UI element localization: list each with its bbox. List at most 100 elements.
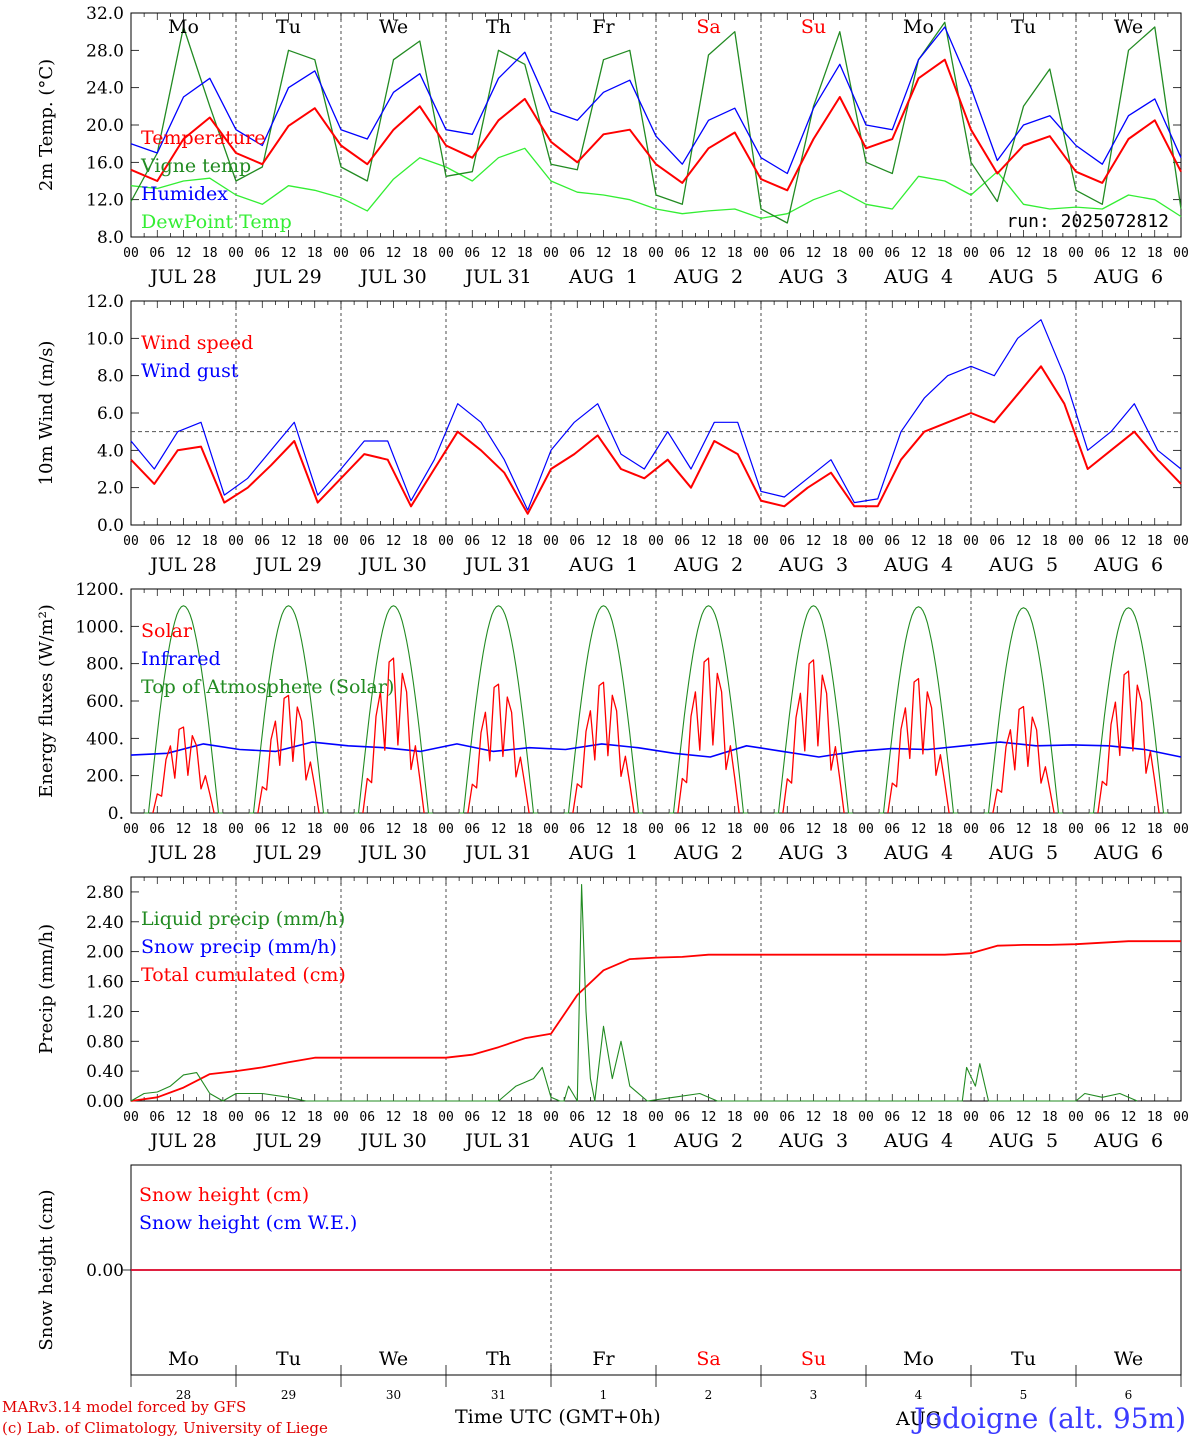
hour-tick-label: 06 bbox=[1094, 534, 1110, 549]
hour-tick-label: 12 bbox=[701, 534, 717, 549]
date-label: JUL 30 bbox=[358, 842, 426, 864]
date-label: AUG 4 bbox=[883, 554, 953, 576]
hour-tick-label: 06 bbox=[254, 822, 270, 837]
hour-tick-label: 12 bbox=[281, 822, 297, 837]
hour-tick-label: 18 bbox=[727, 1110, 743, 1125]
hour-tick-label: 00 bbox=[228, 1110, 244, 1125]
y-tick-label: 200. bbox=[86, 767, 124, 787]
y-tick-label: 24.0 bbox=[86, 79, 124, 99]
solar-line bbox=[1097, 670, 1160, 814]
day-number-label: 29 bbox=[281, 1388, 296, 1402]
hour-tick-label: 18 bbox=[517, 822, 533, 837]
legend-precip-1: Snow precip (mm/h) bbox=[141, 936, 337, 958]
y-tick-label: 28.0 bbox=[86, 41, 124, 61]
x-axis-title: Time UTC (GMT+0h) bbox=[455, 1406, 661, 1428]
hour-tick-label: 06 bbox=[674, 822, 690, 837]
legend-wind-1: Wind gust bbox=[141, 360, 239, 382]
legend-temp-1: Vigne temp bbox=[140, 155, 251, 177]
hour-tick-label: 06 bbox=[149, 822, 165, 837]
hour-tick-label: 18 bbox=[517, 1110, 533, 1125]
hour-tick-label: 06 bbox=[1094, 246, 1110, 261]
hour-tick-label: 00 bbox=[333, 246, 349, 261]
day-number-label: 2 bbox=[705, 1388, 713, 1402]
legend-flux-1: Infrared bbox=[141, 648, 221, 670]
y-tick-label: 20.0 bbox=[86, 116, 124, 136]
hour-tick-label: 12 bbox=[491, 534, 507, 549]
hour-tick-label: 00 bbox=[438, 246, 454, 261]
date-label: JUL 28 bbox=[148, 266, 216, 288]
hour-tick-label: 12 bbox=[1016, 534, 1032, 549]
hour-tick-label: 12 bbox=[701, 1110, 717, 1125]
legend-precip-2: Total cumulated (cm) bbox=[141, 964, 346, 986]
hour-tick-label: 18 bbox=[1042, 534, 1058, 549]
y-tick-label: 400. bbox=[86, 729, 124, 749]
series-line-wind-speed bbox=[130, 365, 1182, 515]
hour-tick-label: 00 bbox=[753, 534, 769, 549]
weekday-label: Sa bbox=[696, 16, 720, 38]
date-label: JUL 29 bbox=[253, 554, 321, 576]
hour-tick-label: 18 bbox=[622, 246, 638, 261]
solar-line bbox=[467, 683, 530, 814]
toa-solar-arc bbox=[774, 605, 853, 814]
y-tick-label: 800. bbox=[86, 655, 124, 675]
solar-line bbox=[677, 657, 740, 814]
series-line-humidex bbox=[130, 26, 1182, 175]
hour-tick-label: 00 bbox=[333, 822, 349, 837]
y-tick-label: 0.40 bbox=[86, 1062, 124, 1082]
hour-tick-label: 06 bbox=[464, 1110, 480, 1125]
hour-tick-label: 12 bbox=[596, 534, 612, 549]
date-label: JUL 30 bbox=[358, 1130, 426, 1152]
hour-tick-label: 00 bbox=[123, 534, 139, 549]
hour-tick-label: 12 bbox=[176, 822, 192, 837]
hour-tick-label: 18 bbox=[622, 1110, 638, 1125]
date-label: JUL 31 bbox=[463, 842, 531, 864]
y-tick-label: 12.0 bbox=[86, 191, 124, 211]
date-label: AUG 5 bbox=[988, 266, 1058, 288]
y-tick-label: 10.0 bbox=[86, 329, 124, 349]
toa-solar-arc bbox=[459, 605, 538, 814]
weekday-label: Mo bbox=[903, 16, 934, 38]
toa-solar-arc bbox=[354, 605, 433, 814]
hour-tick-label: 12 bbox=[1016, 1110, 1032, 1125]
date-label: JUL 29 bbox=[253, 1130, 321, 1152]
weekday-label: We bbox=[1114, 16, 1143, 38]
hour-tick-label: 12 bbox=[1016, 822, 1032, 837]
hour-tick-label: 00 bbox=[438, 822, 454, 837]
y-axis-label-5: Snow height (cm) bbox=[36, 1189, 57, 1350]
hour-tick-label: 18 bbox=[1042, 246, 1058, 261]
day-number-label: 31 bbox=[491, 1388, 506, 1402]
date-label: JUL 29 bbox=[253, 842, 321, 864]
hour-tick-label: 18 bbox=[412, 822, 428, 837]
hour-tick-label: 18 bbox=[307, 1110, 323, 1125]
date-label: AUG 2 bbox=[673, 1130, 743, 1152]
hour-tick-label: 06 bbox=[884, 822, 900, 837]
hour-tick-label: 00 bbox=[963, 534, 979, 549]
hour-tick-label: 12 bbox=[491, 822, 507, 837]
date-label: AUG 1 bbox=[568, 554, 638, 576]
hour-tick-label: 12 bbox=[1016, 246, 1032, 261]
date-label: AUG 3 bbox=[778, 266, 848, 288]
hour-tick-label: 12 bbox=[176, 534, 192, 549]
date-label: AUG 4 bbox=[883, 266, 953, 288]
hour-tick-label: 18 bbox=[727, 822, 743, 837]
hour-tick-label: 12 bbox=[806, 822, 822, 837]
hour-tick-label: 00 bbox=[1173, 246, 1189, 261]
hour-tick-label: 18 bbox=[937, 246, 953, 261]
y-axis-label-4: Precip (mm/h) bbox=[36, 924, 57, 1054]
weekday-label: Sa bbox=[696, 1348, 720, 1370]
hour-tick-label: 12 bbox=[386, 822, 402, 837]
y-axis-label-3: Energy fluxes (W/m²) bbox=[36, 604, 57, 798]
date-label: AUG 6 bbox=[1093, 266, 1163, 288]
date-label: AUG 1 bbox=[568, 1130, 638, 1152]
hour-tick-label: 18 bbox=[622, 534, 638, 549]
hour-tick-label: 00 bbox=[648, 246, 664, 261]
hour-tick-label: 00 bbox=[333, 534, 349, 549]
date-label: JUL 30 bbox=[358, 266, 426, 288]
date-label: AUG 4 bbox=[883, 1130, 953, 1152]
hour-tick-label: 00 bbox=[963, 246, 979, 261]
y-tick-label: 1000. bbox=[75, 617, 124, 637]
hour-tick-label: 06 bbox=[989, 1110, 1005, 1125]
date-label: JUL 31 bbox=[463, 554, 531, 576]
hour-tick-label: 12 bbox=[386, 246, 402, 261]
date-label: AUG 1 bbox=[568, 266, 638, 288]
